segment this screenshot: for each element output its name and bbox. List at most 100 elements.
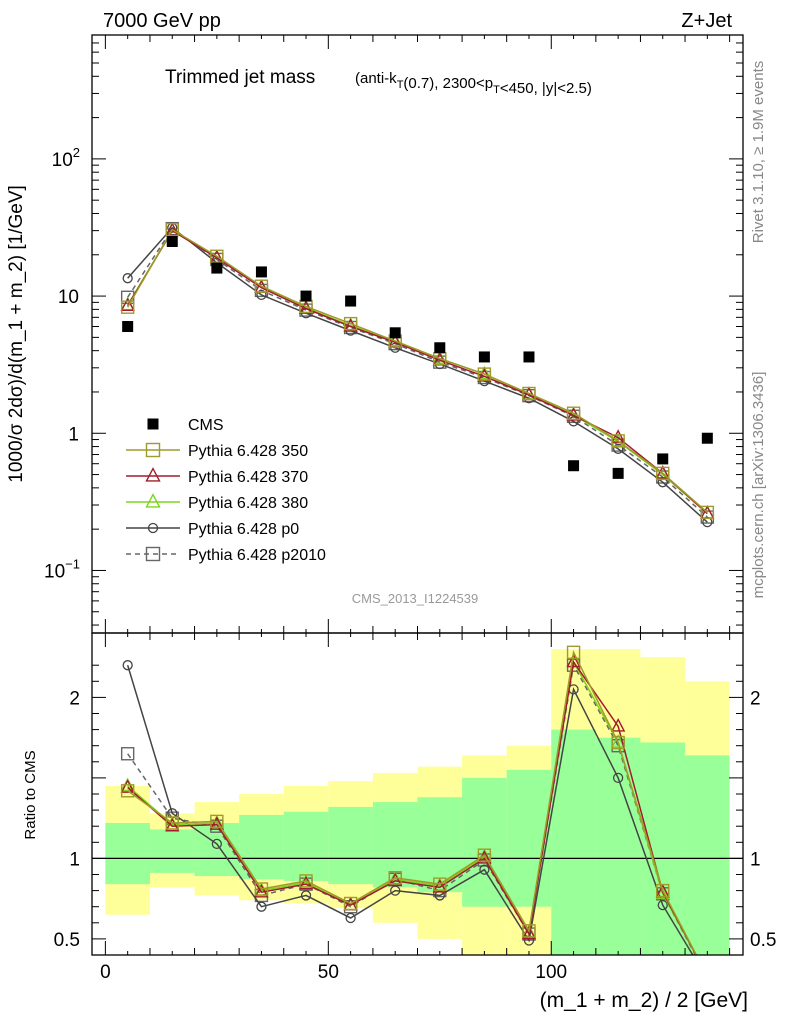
data-point-pythia-6-428-350 — [656, 466, 670, 481]
data-point-pythia-6-428-370 — [432, 879, 447, 893]
data-point-pythia-6-428-p0 — [256, 289, 267, 301]
mcplots-info-label: mcplots.cern.ch [arXiv:1306.3436] — [750, 372, 767, 599]
ratio-y-axis-label: Ratio to CMS — [22, 750, 39, 839]
ratio-y-tick-label-right: 0.5 — [750, 930, 776, 951]
data-point-pythia-6-428-350 — [700, 505, 715, 520]
data-point-pythia-6-428-370 — [209, 816, 225, 830]
data-point-pythia-6-428-350 — [343, 896, 358, 911]
data-point-cms — [389, 327, 401, 339]
legend-label: Pythia 6.428 380 — [188, 495, 308, 512]
legend-item-pythia-6-428-380: Pythia 6.428 380 — [126, 493, 308, 512]
data-point-pythia-6-428-370 — [254, 883, 269, 898]
series-line-pythia-6-428-p2010 — [127, 227, 708, 518]
data-point-pythia-6-428-350 — [522, 386, 536, 401]
data-point-pythia-6-428-p2010 — [120, 747, 135, 761]
data-point-pythia-6-428-350 — [343, 316, 358, 331]
series-line-pythia-6-428-p0 — [127, 226, 708, 523]
data-point-pythia-6-428-p0 — [345, 912, 356, 924]
data-point-pythia-6-428-370 — [610, 718, 626, 732]
ratio-green-band — [328, 806, 373, 885]
data-point-cms — [612, 467, 624, 479]
data-point-cms — [568, 460, 580, 472]
data-point-pythia-6-428-p0 — [568, 416, 579, 427]
x-tick-label: 100 — [535, 962, 567, 983]
series-line-pythia-6-428-p0 — [126, 664, 694, 955]
ratio-y-tick-label-right: 1 — [750, 849, 761, 870]
ratio-green-band — [283, 811, 329, 881]
ratio-y-tick-label-right: 2 — [750, 688, 761, 709]
data-point-pythia-6-428-350 — [701, 970, 713, 982]
series-pythia-6-428-350 — [120, 645, 713, 982]
data-point-pythia-6-428-p0 — [479, 864, 490, 875]
data-point-pythia-6-428-p2010 — [701, 972, 713, 984]
ratio-y-tick-label-left: 0.5 — [54, 930, 80, 951]
legend-label: Pythia 6.428 370 — [188, 469, 308, 486]
data-point-pythia-6-428-350 — [388, 871, 402, 885]
data-point-pythia-6-428-350 — [210, 249, 224, 263]
x-axis-label: (m_1 + m_2) / 2 [GeV] — [540, 989, 748, 1012]
ratio-green-band — [685, 755, 730, 955]
data-point-pythia-6-428-370 — [655, 465, 670, 479]
main-frame — [91, 34, 744, 634]
legend-item-pythia-6-428-370: Pythia 6.428 370 — [126, 467, 308, 486]
data-point-pythia-6-428-380 — [655, 885, 670, 900]
y-tick-label: 10 — [58, 287, 79, 308]
data-point-pythia-6-428-p0 — [657, 899, 668, 911]
data-point-pythia-6-428-350 — [566, 645, 581, 660]
data-point-pythia-6-428-350 — [611, 434, 625, 448]
rivet-info-label: Rivet 3.1.10, ≥ 1.9M events — [750, 61, 767, 244]
data-point-pythia-6-428-370 — [120, 779, 135, 793]
ratio-y-tick-label-left: 2 — [69, 688, 80, 709]
data-point-pythia-6-428-p0 — [122, 273, 133, 284]
data-point-pythia-6-428-350 — [477, 848, 492, 862]
ratio-green-band — [149, 829, 195, 873]
data-point-pythia-6-428-380 — [701, 969, 713, 980]
series-cms — [122, 235, 713, 479]
data-point-pythia-6-428-370 — [120, 297, 135, 312]
data-point-pythia-6-428-350 — [120, 300, 135, 314]
legend-item-pythia-6-428-p2010: Pythia 6.428 p2010 — [126, 546, 326, 564]
main-panel — [120, 221, 715, 528]
main-y-axis-label: 1000/σ 2dσ)/d(m_1 + m_2) [1/GeV] — [6, 185, 27, 483]
series-line-pythia-6-428-370 — [127, 229, 708, 515]
main-title: Trimmed jet mass (anti-kT(0.7), 2300<pT<… — [165, 67, 592, 97]
data-point-pythia-6-428-350 — [656, 883, 670, 898]
ratio-panel — [120, 645, 713, 984]
data-point-pythia-6-428-p0 — [523, 935, 535, 946]
data-point-pythia-6-428-370 — [701, 969, 713, 980]
data-point-pythia-6-428-350 — [299, 874, 313, 888]
legend-item-cms: CMS — [147, 417, 224, 434]
ratio-green-band — [462, 777, 507, 907]
data-point-pythia-6-428-350 — [433, 877, 447, 891]
data-point-pythia-6-428-350 — [566, 406, 581, 420]
header-energy-label: 7000 GeV pp — [103, 10, 221, 32]
main-subtitle-text: (anti-kT(0.7), 2300<pT<450, |y|<2.5) — [355, 70, 592, 97]
series-pythia-6-428-350 — [120, 222, 715, 520]
ratio-green-band — [105, 822, 150, 885]
legend-label: Pythia 6.428 350 — [188, 443, 308, 460]
legend-item-pythia-6-428-p0: Pythia 6.428 p0 — [126, 521, 299, 538]
ratio-green-band — [640, 742, 686, 955]
y-tick-label: 102 — [52, 145, 80, 171]
analysis-label: CMS_2013_I1224539 — [352, 591, 479, 606]
data-point-pythia-6-428-p0 — [390, 342, 401, 353]
legend-label: Pythia 6.428 p2010 — [188, 547, 326, 564]
series-line-pythia-6-428-350 — [127, 649, 698, 955]
data-point-pythia-6-428-350 — [611, 735, 625, 750]
y-tick-label: 10−1 — [44, 556, 80, 582]
data-point-cms — [300, 290, 312, 302]
data-point-cms — [345, 295, 357, 307]
data-point-pythia-6-428-350 — [254, 279, 269, 293]
legend-label: Pythia 6.428 p0 — [188, 521, 299, 538]
data-point-pythia-6-428-p0 — [211, 838, 222, 850]
data-point-pythia-6-428-350 — [165, 816, 179, 830]
data-point-pythia-6-428-370 — [521, 925, 537, 940]
data-point-pythia-6-428-350 — [522, 924, 536, 938]
x-tick-label: 50 — [318, 962, 339, 983]
data-point-pythia-6-428-350 — [477, 367, 492, 381]
data-point-pythia-6-428-350 — [165, 222, 179, 237]
legend-item-pythia-6-428-350: Pythia 6.428 350 — [126, 442, 308, 460]
data-point-pythia-6-428-370 — [566, 653, 581, 668]
data-point-cms — [478, 351, 490, 363]
legend-marker — [145, 467, 161, 482]
